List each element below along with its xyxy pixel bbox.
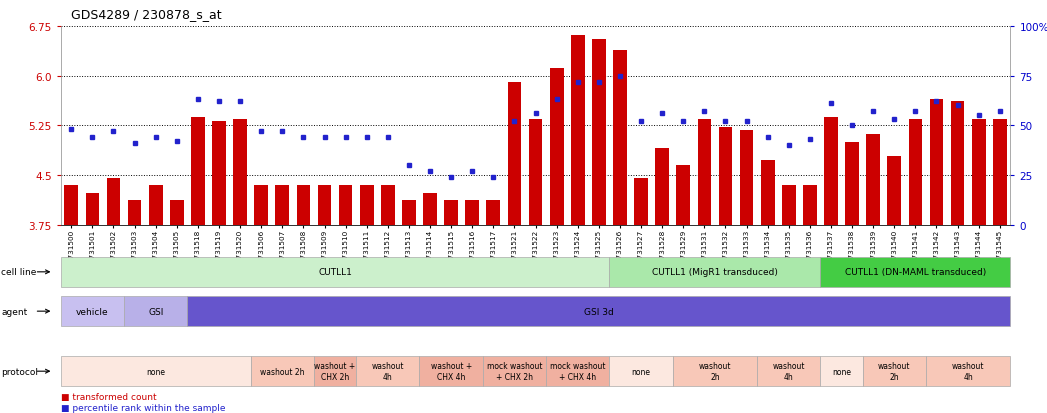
Bar [508, 83, 521, 225]
Bar [275, 185, 289, 225]
Bar [296, 185, 310, 225]
Text: GSI: GSI [148, 307, 163, 316]
Text: ■ transformed count: ■ transformed count [61, 392, 156, 401]
Text: CUTLL1 (MigR1 transduced): CUTLL1 (MigR1 transduced) [652, 268, 778, 277]
Bar [317, 185, 331, 225]
Bar [972, 119, 985, 225]
Bar [909, 119, 922, 225]
Bar [402, 201, 416, 225]
Bar [107, 179, 120, 225]
Bar [254, 185, 268, 225]
Bar [614, 51, 627, 225]
Bar [360, 185, 374, 225]
Bar [423, 194, 437, 225]
Text: washout
2h: washout 2h [878, 362, 911, 381]
Bar [213, 121, 226, 225]
Text: washout
4h: washout 4h [773, 362, 805, 381]
Bar [550, 69, 563, 225]
Text: washout +
CHX 4h: washout + CHX 4h [430, 362, 472, 381]
Bar [993, 119, 1006, 225]
Text: cell line: cell line [1, 268, 37, 277]
Text: GDS4289 / 230878_s_at: GDS4289 / 230878_s_at [71, 8, 222, 21]
Text: vehicle: vehicle [76, 307, 109, 316]
Text: CUTLL1: CUTLL1 [318, 268, 352, 277]
Bar [86, 194, 99, 225]
Bar [655, 149, 669, 225]
Bar [444, 201, 458, 225]
Bar [761, 161, 775, 225]
Bar [697, 119, 711, 225]
Bar [339, 185, 353, 225]
Text: washout
2h: washout 2h [698, 362, 731, 381]
Bar [930, 100, 943, 225]
Bar [128, 201, 141, 225]
Bar [571, 36, 584, 225]
Text: mock washout
+ CHX 4h: mock washout + CHX 4h [550, 362, 605, 381]
Bar [487, 201, 500, 225]
Text: none: none [631, 367, 650, 376]
Bar [824, 117, 838, 225]
Bar [149, 185, 162, 225]
Bar [529, 119, 542, 225]
Text: agent: agent [1, 307, 27, 316]
Text: mock washout
+ CHX 2h: mock washout + CHX 2h [487, 362, 542, 381]
Bar [718, 128, 732, 225]
Text: washout
4h: washout 4h [952, 362, 984, 381]
Bar [951, 102, 964, 225]
Bar [592, 40, 606, 225]
Bar [740, 131, 754, 225]
Bar [191, 117, 205, 225]
Bar [845, 142, 859, 225]
Bar [634, 179, 648, 225]
Text: none: none [832, 367, 851, 376]
Bar [866, 135, 881, 225]
Bar [465, 201, 480, 225]
Text: none: none [147, 367, 165, 376]
Text: washout
4h: washout 4h [372, 362, 404, 381]
Bar [888, 157, 901, 225]
Text: CUTLL1 (DN-MAML transduced): CUTLL1 (DN-MAML transduced) [845, 268, 986, 277]
Bar [803, 185, 817, 225]
Text: washout +
CHX 2h: washout + CHX 2h [314, 362, 356, 381]
Bar [233, 119, 247, 225]
Text: washout 2h: washout 2h [260, 367, 305, 376]
Bar [782, 185, 796, 225]
Text: protocol: protocol [1, 367, 38, 376]
Bar [170, 201, 183, 225]
Bar [676, 166, 690, 225]
Bar [381, 185, 395, 225]
Bar [65, 185, 79, 225]
Text: ■ percentile rank within the sample: ■ percentile rank within the sample [61, 403, 225, 412]
Text: GSI 3d: GSI 3d [584, 307, 614, 316]
